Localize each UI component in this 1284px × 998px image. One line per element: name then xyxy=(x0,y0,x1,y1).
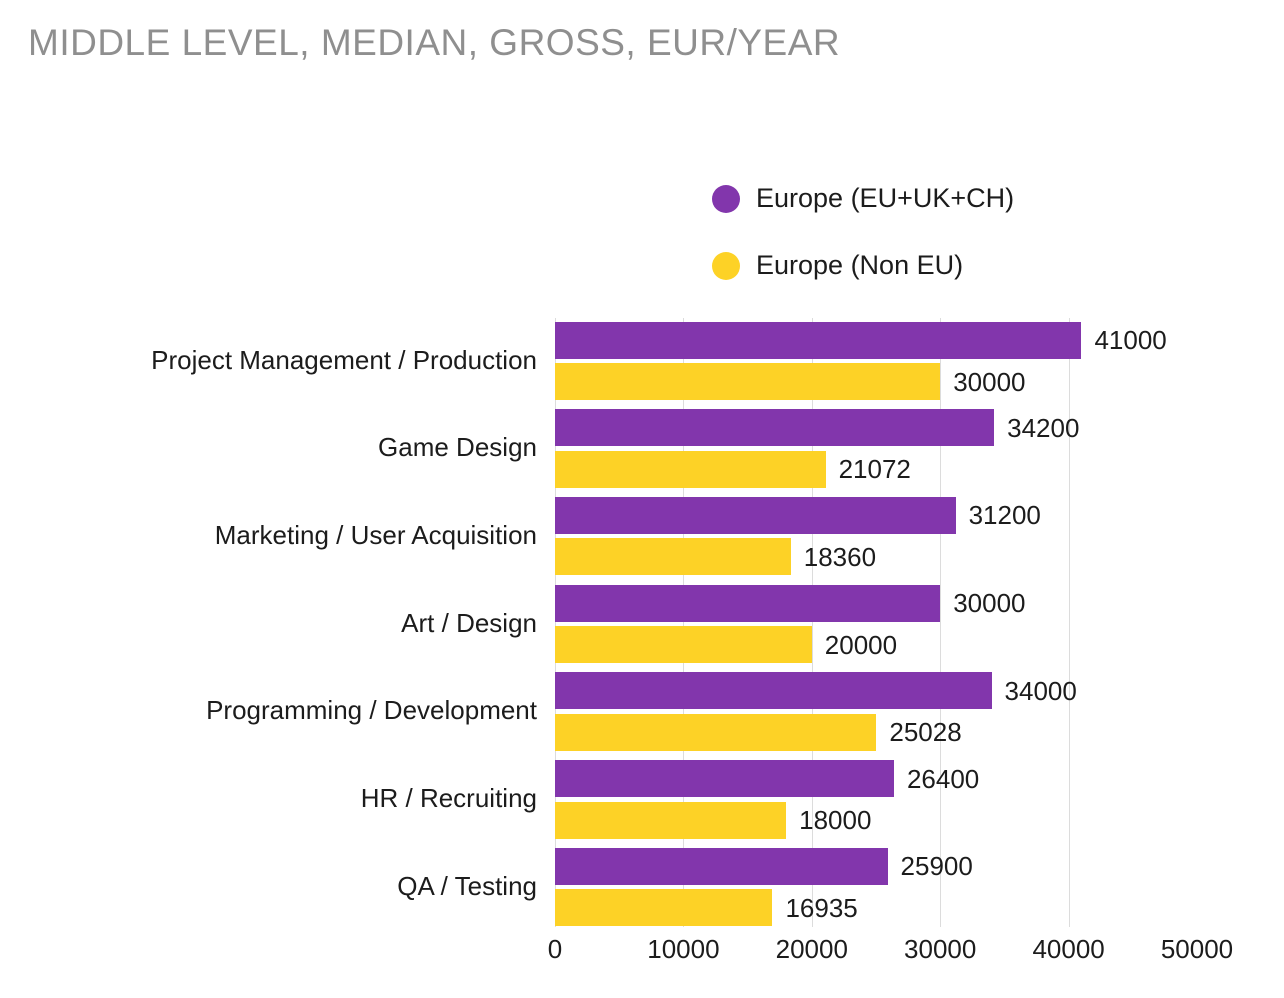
bar-eu xyxy=(555,584,941,622)
bar-eu xyxy=(555,672,992,710)
value-label: 20000 xyxy=(824,629,898,660)
bar-non-eu xyxy=(555,538,791,576)
category-label: Art / Design xyxy=(401,607,537,638)
bar-eu xyxy=(555,847,888,885)
value-label: 34000 xyxy=(1004,675,1077,706)
value-label: 25900 xyxy=(900,851,973,882)
value-label: 18360 xyxy=(803,541,877,572)
plot-area: 41000 30000 34200 21072 31200 18360 30000 20000… xyxy=(555,318,1197,927)
legend-swatch-icon xyxy=(712,184,740,213)
bar-eu xyxy=(555,409,995,447)
legend-swatch-icon xyxy=(712,251,740,280)
chart-title: MIDDLE LEVEL, MEDIAN, GROSS, EUR/YEAR xyxy=(28,22,841,63)
x-tick-label: 20000 xyxy=(775,934,848,964)
x-tick-label: 0 xyxy=(547,934,563,964)
category-label: Marketing / User Acquisition xyxy=(214,519,537,550)
x-tick-label: 10000 xyxy=(647,934,720,964)
category-label: Programming / Development xyxy=(206,695,537,726)
gridline xyxy=(812,318,813,927)
value-label: 34200 xyxy=(1007,412,1080,443)
x-tick-label: 50000 xyxy=(1160,934,1234,964)
value-label: 25028 xyxy=(889,717,962,748)
bar-non-eu xyxy=(555,801,787,839)
category-label: QA / Testing xyxy=(397,870,537,901)
legend-item: Europe (EU+UK+CH) xyxy=(712,183,1015,214)
value-label: 16935 xyxy=(785,892,858,923)
value-label: 21072 xyxy=(838,454,911,485)
bar-eu xyxy=(555,496,956,534)
x-tick-label: 40000 xyxy=(1032,934,1105,964)
legend: Europe (EU+UK+CH) Europe (Non EU) xyxy=(712,183,1015,281)
gridline xyxy=(940,318,941,927)
x-axis: 0 10000 20000 30000 40000 50000 xyxy=(548,934,1233,970)
value-label: 31200 xyxy=(968,500,1041,531)
category-axis: Project Management / Production Game Desi… xyxy=(0,318,537,927)
category-label: Project Management / Production xyxy=(151,344,537,375)
bar-non-eu xyxy=(555,626,812,664)
bar-non-eu xyxy=(555,713,877,751)
category-label: Game Design xyxy=(378,432,537,463)
value-label: 18000 xyxy=(799,805,872,835)
bar-non-eu xyxy=(555,889,773,927)
value-label: 26400 xyxy=(906,763,980,794)
value-label: 41000 xyxy=(1094,325,1167,355)
value-label: 30000 xyxy=(953,366,1026,397)
gridline xyxy=(683,318,684,927)
bar-non-eu xyxy=(555,450,826,488)
x-tick-label: 30000 xyxy=(904,934,977,964)
legend-label: Europe (EU+UK+CH) xyxy=(756,183,1015,213)
legend-item: Europe (Non EU) xyxy=(712,249,1014,281)
bar-eu xyxy=(555,321,1082,359)
bar-non-eu xyxy=(555,363,941,400)
gridline xyxy=(555,318,556,927)
bar-eu xyxy=(555,760,894,797)
gridline xyxy=(1069,318,1070,927)
legend-label: Europe (Non EU) xyxy=(756,249,964,280)
value-label: 30000 xyxy=(953,588,1026,619)
category-label: HR / Recruiting xyxy=(360,783,537,814)
